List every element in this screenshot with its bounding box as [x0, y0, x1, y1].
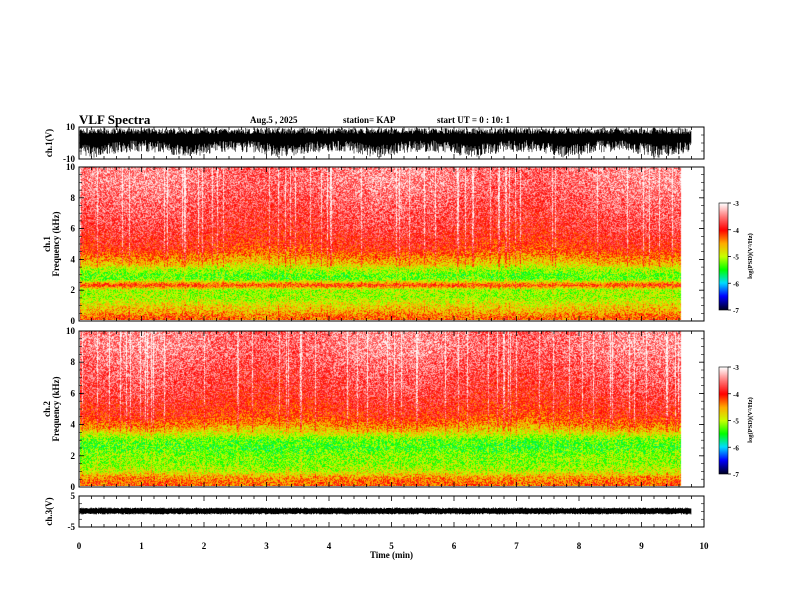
- ch1-waveform-trace: [79, 128, 692, 158]
- x-tick-label: 0: [77, 541, 82, 551]
- panel-frame: [78, 166, 705, 322]
- x-tick-label: 4: [327, 541, 332, 551]
- panel-y-axis-label: Frequency (kHz): [51, 376, 61, 441]
- colorbar-tick-label: -6: [733, 444, 739, 452]
- y-tick-label: 0: [71, 316, 76, 326]
- station-label: station= KAP: [343, 115, 396, 125]
- y-tick-label: -5: [68, 522, 76, 532]
- y-tick-label: 6: [71, 388, 76, 398]
- colorbar-tick-label: -5: [733, 418, 739, 426]
- colorbar-label: log(PSD)(V²/Hz): [747, 397, 754, 443]
- ch2-spectrogram-image: [80, 331, 693, 486]
- y-tick-label: 8: [71, 357, 76, 367]
- colorbar-tick-label: -4: [733, 227, 739, 235]
- y-tick-label: 10: [66, 122, 76, 132]
- colorbar-tick-label: -5: [733, 254, 739, 262]
- colorbar-tick-label: -3: [733, 200, 739, 208]
- ch3-waveform-trace: [79, 507, 692, 515]
- x-tick-label: 2: [202, 541, 207, 551]
- x-tick-label: 3: [264, 541, 269, 551]
- panel-channel-label: ch.2: [42, 401, 52, 417]
- x-tick-label: 6: [452, 541, 457, 551]
- colorbar-tick-label: -4: [733, 391, 739, 399]
- panel-y-axis-label: Frequency (kHz): [51, 211, 61, 276]
- x-tick-label: 5: [389, 541, 394, 551]
- x-axis-label: Time (min): [370, 550, 413, 560]
- colorbar-tick-label: -3: [733, 364, 739, 372]
- colorbar-frame: [718, 366, 729, 475]
- y-tick-label: 6: [71, 224, 76, 234]
- y-tick-label: 2: [71, 451, 76, 461]
- y-tick-label: -10: [63, 154, 75, 164]
- x-tick-label: 8: [577, 541, 582, 551]
- x-tick-label: 1: [139, 541, 144, 551]
- y-tick-label: 10: [66, 162, 76, 172]
- panel-y-axis-label: ch.1(V): [44, 129, 54, 157]
- y-tick-label: 0: [71, 482, 76, 492]
- x-tick-label: 10: [700, 541, 710, 551]
- colorbar-tick-label: -7: [733, 471, 739, 479]
- panel-frame: [78, 330, 705, 488]
- colorbar-frame: [718, 202, 729, 311]
- ch1-spectrogram-image: [80, 167, 693, 320]
- y-tick-label: 2: [71, 285, 76, 295]
- figure-title: VLF Spectra: [79, 112, 151, 127]
- y-tick-label: 4: [71, 420, 76, 430]
- panel-y-axis-label: ch.3(V): [44, 497, 54, 525]
- date-label: Aug.5 , 2025: [250, 115, 298, 125]
- colorbar-label: log(PSD)(V²/Hz): [747, 233, 754, 279]
- ch1-colorbar: [719, 203, 728, 310]
- y-tick-label: 4: [71, 254, 76, 264]
- start-time-label: start UT = 0 : 10: 1: [437, 115, 510, 125]
- panel-channel-label: ch.1: [42, 236, 52, 252]
- y-tick-label: 10: [66, 326, 76, 336]
- y-tick-label: 5: [71, 491, 76, 501]
- ch2-colorbar: [719, 367, 728, 474]
- colorbar-tick-label: -7: [733, 307, 739, 315]
- x-tick-label: 7: [514, 541, 519, 551]
- y-tick-label: 8: [71, 193, 76, 203]
- colorbar-tick-label: -6: [733, 280, 739, 288]
- x-tick-label: 9: [639, 541, 644, 551]
